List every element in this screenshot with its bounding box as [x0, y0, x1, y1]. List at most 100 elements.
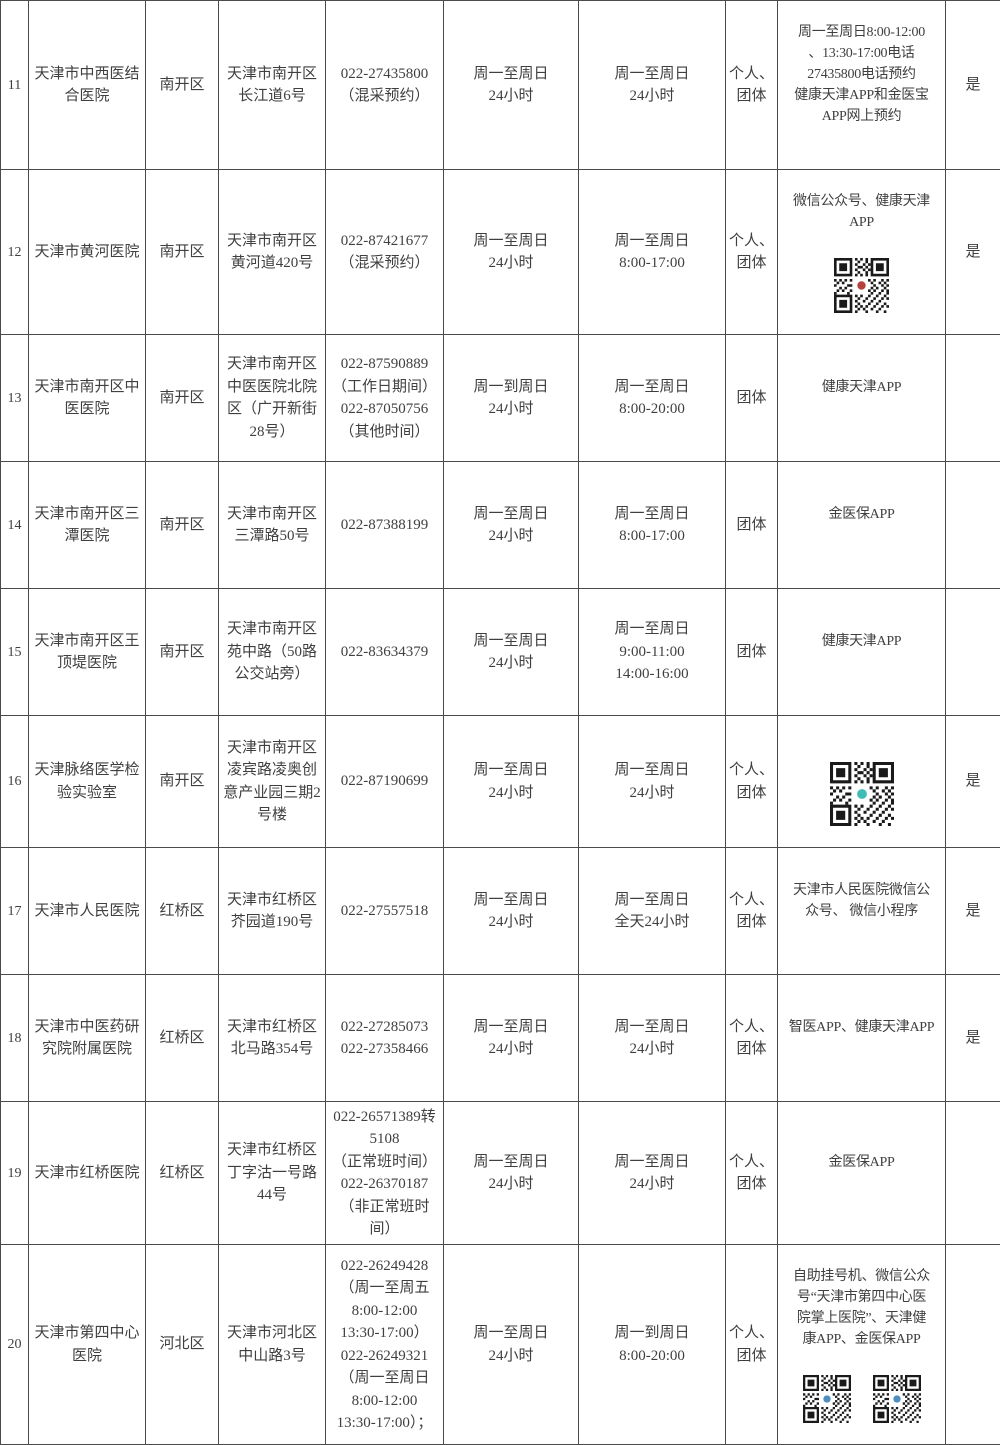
district: 南开区 — [146, 716, 219, 848]
confirm-flag — [946, 335, 1000, 462]
table-row: 14 天津市南开区三 潭医院 南开区 天津市南开区 三潭路50号 022-873… — [1, 462, 1000, 589]
table-row: 20 天津市第四中心 医院 河北区 天津市河北区 中山路3号 022-26249… — [1, 1245, 1000, 1445]
address: 天津市南开区 凌宾路凌奥创 意产业园三期2 号楼 — [219, 716, 326, 848]
district: 红桥区 — [146, 975, 219, 1102]
appointment-method: 金医保APP — [778, 462, 946, 589]
row-index: 16 — [1, 716, 29, 848]
address: 天津市南开区 苑中路（50路 公交站旁） — [219, 589, 326, 716]
result-hours: 周一至周日 9:00-11:00 14:00-16:00 — [579, 589, 726, 716]
appointment-method: 自助挂号机、微信公众 号“天津市第四中心医 院掌上医院”、天津健 康APP、金医… — [778, 1245, 946, 1445]
appointment-method: 微信公众号、健康天津 APP — [778, 170, 946, 335]
result-hours: 周一至周日 8:00-17:00 — [579, 462, 726, 589]
table-row: 15 天津市南开区王 顶堤医院 南开区 天津市南开区 苑中路（50路 公交站旁）… — [1, 589, 1000, 716]
hospital-name: 天津市黄河医院 — [29, 170, 146, 335]
confirm-flag — [946, 1102, 1000, 1245]
appointment-text: 金医保APP — [781, 504, 942, 525]
phone-number: 022-83634379 — [326, 589, 444, 716]
result-hours: 周一至周日 24小时 — [579, 1, 726, 170]
table-row: 16 天津脉络医学检 验实验室 南开区 天津市南开区 凌宾路凌奥创 意产业园三期… — [1, 716, 1000, 848]
service-target: 个人、 团体 — [726, 170, 778, 335]
row-index: 20 — [1, 1245, 29, 1445]
qr-code — [830, 762, 894, 826]
sampling-hours: 周一到周日 24小时 — [444, 335, 579, 462]
service-target: 个人、 团体 — [726, 1, 778, 170]
row-index: 13 — [1, 335, 29, 462]
hospital-name: 天津市第四中心 医院 — [29, 1245, 146, 1445]
sampling-hours: 周一至周日 24小时 — [444, 848, 579, 975]
confirm-flag: 是 — [946, 848, 1000, 975]
qr-code — [873, 1375, 921, 1423]
service-target: 团体 — [726, 462, 778, 589]
appointment-text: 金医保APP — [781, 1152, 942, 1173]
district: 红桥区 — [146, 1102, 219, 1245]
hospital-name: 天津市南开区中 医医院 — [29, 335, 146, 462]
hospital-name: 天津市人民医院 — [29, 848, 146, 975]
hospital-name: 天津脉络医学检 验实验室 — [29, 716, 146, 848]
qr-codes — [781, 1375, 942, 1423]
table-row: 17 天津市人民医院 红桥区 天津市红桥区 芥园道190号 022-275575… — [1, 848, 1000, 975]
result-hours: 周一至周日 24小时 — [579, 1102, 726, 1245]
hospital-name: 天津市中西医结 合医院 — [29, 1, 146, 170]
table-row: 13 天津市南开区中 医医院 南开区 天津市南开区 中医医院北院 区（广开新街 … — [1, 335, 1000, 462]
address: 天津市南开区 三潭路50号 — [219, 462, 326, 589]
qr-codes — [781, 258, 942, 313]
district: 南开区 — [146, 589, 219, 716]
table-row: 12 天津市黄河医院 南开区 天津市南开区 黄河道420号 022-874216… — [1, 170, 1000, 335]
district: 南开区 — [146, 170, 219, 335]
sampling-hours: 周一至周日 24小时 — [444, 170, 579, 335]
address: 天津市南开区 长江道6号 — [219, 1, 326, 170]
appointment-text: 周一至周日8:00-12:00 、13:30-17:00电话 27435800电… — [781, 22, 942, 127]
sampling-hours: 周一至周日 24小时 — [444, 716, 579, 848]
address: 天津市红桥区 丁字沽一号路 44号 — [219, 1102, 326, 1245]
appointment-text: 微信公众号、健康天津 APP — [781, 191, 942, 233]
appointment-text: 健康天津APP — [781, 377, 942, 398]
appointment-method — [778, 716, 946, 848]
row-index: 18 — [1, 975, 29, 1102]
confirm-flag — [946, 462, 1000, 589]
table-row: 19 天津市红桥医院 红桥区 天津市红桥区 丁字沽一号路 44号 022-265… — [1, 1102, 1000, 1245]
service-target: 个人、 团体 — [726, 1102, 778, 1245]
district: 南开区 — [146, 1, 219, 170]
result-hours: 周一到周日 8:00-20:00 — [579, 1245, 726, 1445]
result-hours: 周一至周日 8:00-17:00 — [579, 170, 726, 335]
appointment-text: 智医APP、健康天津APP — [781, 1017, 942, 1038]
confirm-flag — [946, 589, 1000, 716]
phone-number: 022-27285073 022-27358466 — [326, 975, 444, 1102]
appointment-method: 天津市人民医院微信公 众号、 微信小程序 — [778, 848, 946, 975]
address: 天津市红桥区 芥园道190号 — [219, 848, 326, 975]
appointment-text: 健康天津APP — [781, 631, 942, 652]
table-row: 18 天津市中医药研 究院附属医院 红桥区 天津市红桥区 北马路354号 022… — [1, 975, 1000, 1102]
result-hours: 周一至周日 8:00-20:00 — [579, 335, 726, 462]
service-target: 个人、 团体 — [726, 848, 778, 975]
hospital-name: 天津市南开区王 顶堤医院 — [29, 589, 146, 716]
phone-number: 022-26571389转 5108 （正常班时间） 022-26370187 … — [326, 1102, 444, 1245]
appointment-method: 周一至周日8:00-12:00 、13:30-17:00电话 27435800电… — [778, 1, 946, 170]
appointment-text: 自助挂号机、微信公众 号“天津市第四中心医 院掌上医院”、天津健 康APP、金医… — [781, 1266, 942, 1350]
phone-number: 022-27557518 — [326, 848, 444, 975]
address: 天津市南开区 中医医院北院 区（广开新街 28号） — [219, 335, 326, 462]
phone-number: 022-27435800 （混采预约） — [326, 1, 444, 170]
appointment-method: 金医保APP — [778, 1102, 946, 1245]
phone-number: 022-87388199 — [326, 462, 444, 589]
sampling-hours: 周一至周日 24小时 — [444, 462, 579, 589]
district: 红桥区 — [146, 848, 219, 975]
phone-number: 022-87190699 — [326, 716, 444, 848]
confirm-flag: 是 — [946, 1, 1000, 170]
hospital-name: 天津市红桥医院 — [29, 1102, 146, 1245]
address: 天津市河北区 中山路3号 — [219, 1245, 326, 1445]
service-target: 团体 — [726, 335, 778, 462]
appointment-method: 健康天津APP — [778, 589, 946, 716]
address: 天津市红桥区 北马路354号 — [219, 975, 326, 1102]
appointment-method: 健康天津APP — [778, 335, 946, 462]
district: 南开区 — [146, 335, 219, 462]
result-hours: 周一至周日 全天24小时 — [579, 848, 726, 975]
phone-number: 022-26249428 （周一至周五 8:00-12:00 13:30-17:… — [326, 1245, 444, 1445]
confirm-flag: 是 — [946, 975, 1000, 1102]
table-row: 11 天津市中西医结 合医院 南开区 天津市南开区 长江道6号 022-2743… — [1, 1, 1000, 170]
appointment-method: 智医APP、健康天津APP — [778, 975, 946, 1102]
qr-code — [834, 258, 889, 313]
row-index: 12 — [1, 170, 29, 335]
hospital-name: 天津市南开区三 潭医院 — [29, 462, 146, 589]
